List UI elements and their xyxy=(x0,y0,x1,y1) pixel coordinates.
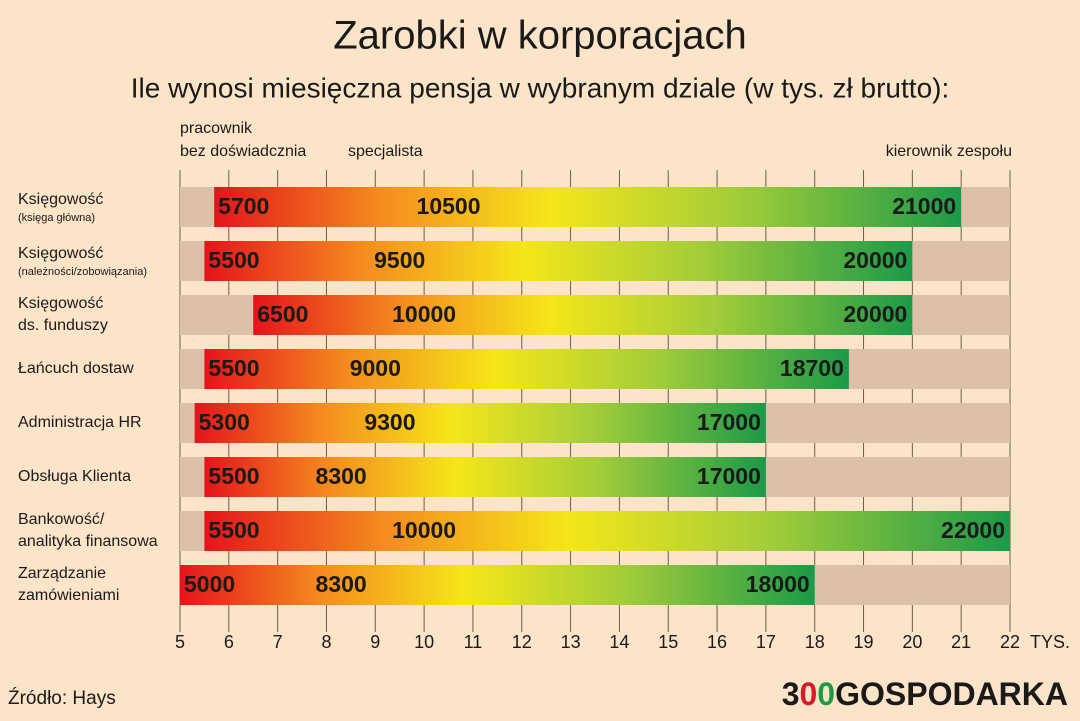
category-name: Bankowość/ analityka finansowa xyxy=(18,510,158,550)
x-tick-label: 8 xyxy=(321,632,331,652)
category-label: Łańcuch dostaw xyxy=(18,343,178,395)
logo: 300GOSPODARKA xyxy=(782,676,1068,712)
value-label: 17000 xyxy=(697,463,761,489)
value-label: 8300 xyxy=(316,571,367,597)
value-label: 8300 xyxy=(316,463,367,489)
legend-label: pracownik bez doświadcznia xyxy=(180,120,307,160)
legend-label: specjalista xyxy=(348,142,423,160)
category-name: Zarządzanie zamówieniami xyxy=(18,564,120,604)
value-label: 5500 xyxy=(208,517,259,543)
category-note: (księga główna) xyxy=(18,212,96,225)
category-label: Księgowość (księga główna) xyxy=(18,181,178,233)
x-tick-label: 11 xyxy=(464,632,483,652)
bars xyxy=(180,187,1011,605)
category-label: Księgowość (należności/zobowiązania) xyxy=(18,235,178,287)
value-label: 5500 xyxy=(208,463,259,489)
bar xyxy=(194,403,766,443)
category-name: Administracja HR xyxy=(18,413,142,431)
value-label: 18700 xyxy=(780,355,844,381)
logo-part: GOSPODARKA xyxy=(835,676,1068,712)
x-tick-label: 5 xyxy=(175,632,185,652)
logo-part: 0 xyxy=(817,676,835,712)
x-tick-label: 14 xyxy=(609,632,629,652)
value-label: 9000 xyxy=(350,355,401,381)
category-label: Administracja HR xyxy=(18,397,178,449)
value-label: 20000 xyxy=(843,301,907,327)
category-name: Łańcuch dostaw xyxy=(18,359,134,377)
category-label: Księgowość ds. funduszy xyxy=(18,289,178,341)
x-tick-label: 13 xyxy=(561,632,581,652)
logo-part: 3 xyxy=(782,676,800,712)
value-label: 21000 xyxy=(892,193,956,219)
category-name: Księgowość xyxy=(18,190,104,208)
legend-label: kierownik zespołu xyxy=(885,142,1012,160)
bar xyxy=(204,241,913,281)
value-label: 5300 xyxy=(199,409,250,435)
grid xyxy=(179,170,1011,632)
category-name: Księgowość ds. funduszy xyxy=(18,294,108,334)
category-label: Bankowość/ analityka finansowa xyxy=(18,505,178,557)
value-label: 20000 xyxy=(843,247,907,273)
value-label: 17000 xyxy=(697,409,761,435)
value-label: 9500 xyxy=(374,247,425,273)
chart-subtitle: Ile wynosi miesięczna pensja w wybranym … xyxy=(131,72,950,103)
source: Źródło: Hays xyxy=(8,688,116,709)
logo-part: 0 xyxy=(800,676,818,712)
value-label: 6500 xyxy=(257,301,308,327)
value-label: 22000 xyxy=(941,517,1005,543)
x-tick-label: 20 xyxy=(902,632,922,652)
x-tick-label: 12 xyxy=(512,632,532,652)
value-label: 10000 xyxy=(392,301,456,327)
value-label: 5500 xyxy=(208,355,259,381)
category-label: Zarządzanie zamówieniami xyxy=(18,559,178,611)
x-tick-label: 6 xyxy=(224,632,234,652)
category-label: Obsługa Klienta xyxy=(18,451,178,503)
x-tick-label: 18 xyxy=(805,632,825,652)
x-tick-label: 15 xyxy=(658,632,678,652)
x-axis-label: TYS. xyxy=(1030,632,1070,652)
x-tick-label: 9 xyxy=(370,632,380,652)
bar xyxy=(204,511,1011,551)
value-label: 18000 xyxy=(746,571,810,597)
value-label: 10000 xyxy=(392,517,456,543)
value-label: 10500 xyxy=(417,193,481,219)
x-tick-label: 16 xyxy=(707,632,727,652)
bar xyxy=(204,349,849,389)
value-label: 9300 xyxy=(364,409,415,435)
bar xyxy=(253,295,913,335)
value-label: 5000 xyxy=(184,571,235,597)
x-tick-label: 22 xyxy=(1000,632,1020,652)
x-tick-label: 10 xyxy=(414,632,434,652)
value-label: 5500 xyxy=(208,247,259,273)
value-label: 5700 xyxy=(218,193,269,219)
x-tick-label: 19 xyxy=(854,632,874,652)
category-note: (należności/zobowiązania) xyxy=(18,266,148,279)
chart-title: Zarobki w korporacjach xyxy=(333,14,747,58)
bar xyxy=(204,457,766,497)
category-name: Księgowość xyxy=(18,244,104,262)
x-tick-label: 7 xyxy=(273,632,283,652)
bar xyxy=(214,187,962,227)
category-name: Obsługa Klienta xyxy=(18,467,131,485)
x-tick-label: 21 xyxy=(951,632,971,652)
x-tick-label: 17 xyxy=(756,632,776,652)
bar xyxy=(180,565,815,605)
